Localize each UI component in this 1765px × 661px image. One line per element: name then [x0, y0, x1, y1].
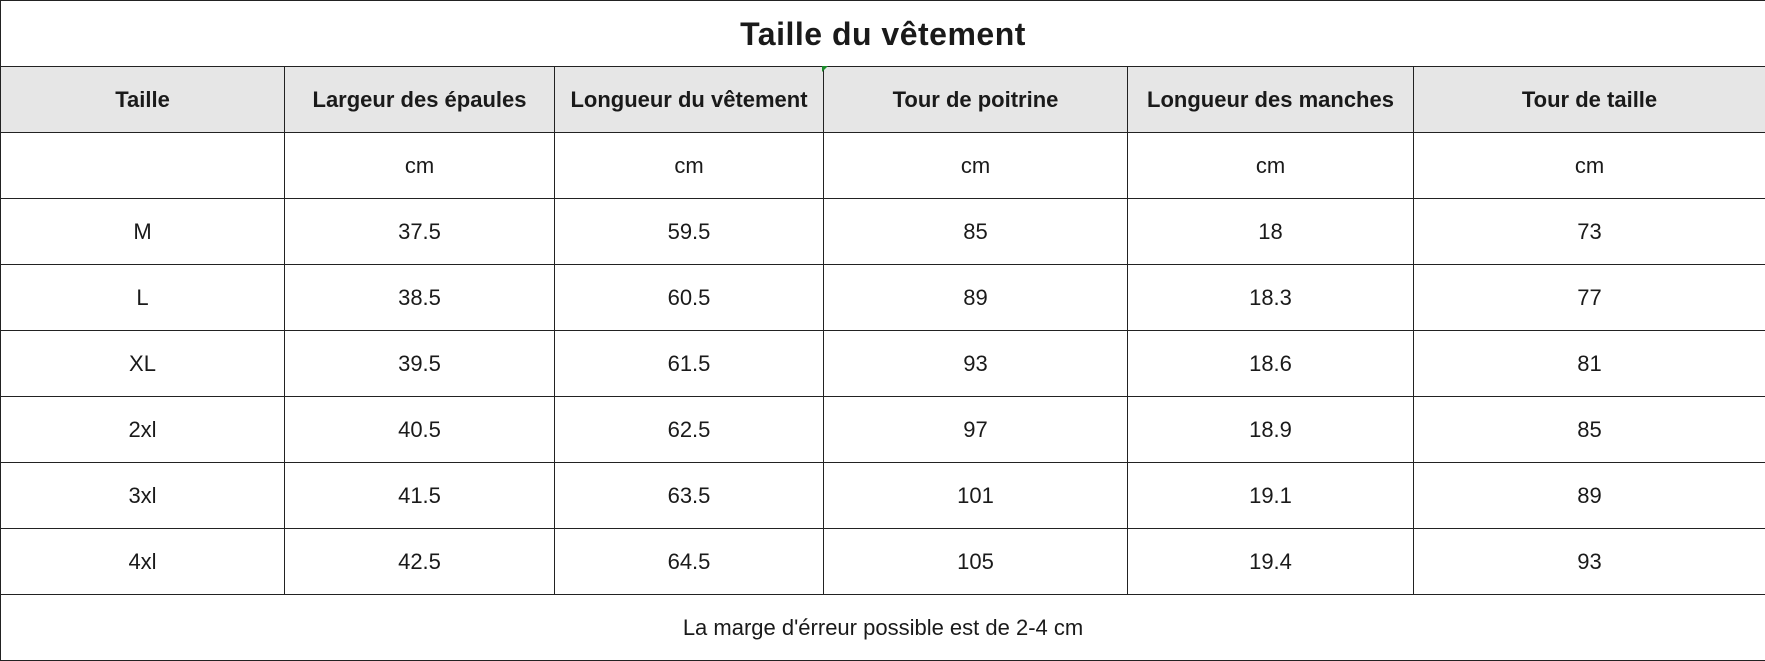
header-row: Taille Largeur des épaules Longueur du v…: [0, 66, 1765, 133]
unit-row: cm cm cm cm cm: [0, 132, 1765, 199]
size-label-cell: L: [0, 264, 285, 331]
footer-row: La marge d'érreur possible est de 2-4 cm: [0, 594, 1765, 661]
table-cell: 85: [823, 198, 1128, 265]
table-cell: 101: [823, 462, 1128, 529]
table-cell: 93: [1412, 528, 1765, 595]
header-cell-tour-poitrine: Tour de poitrine: [823, 66, 1128, 133]
size-label-cell: M: [0, 198, 285, 265]
table-cell: 93: [823, 330, 1128, 397]
table-cell: 89: [1412, 462, 1765, 529]
cell-comment-marker-icon: [822, 66, 828, 72]
size-label-cell: 2xl: [0, 396, 285, 463]
table-cell: 63.5: [554, 462, 824, 529]
table-cell: 18.3: [1127, 264, 1414, 331]
unit-cell: cm: [1412, 132, 1765, 199]
table-cell: 89: [823, 264, 1128, 331]
table-cell: 18: [1127, 198, 1414, 265]
table-row: XL 39.5 61.5 93 18.6 81: [0, 330, 1765, 397]
table-cell: 42.5: [284, 528, 555, 595]
unit-cell: cm: [823, 132, 1128, 199]
table-cell: 39.5: [284, 330, 555, 397]
unit-cell: cm: [554, 132, 824, 199]
table-cell: 77: [1412, 264, 1765, 331]
table-cell: 18.9: [1127, 396, 1414, 463]
table-cell: 64.5: [554, 528, 824, 595]
size-label-cell: 4xl: [0, 528, 285, 595]
table-cell: 60.5: [554, 264, 824, 331]
table-cell: 41.5: [284, 462, 555, 529]
table-row: 2xl 40.5 62.5 97 18.9 85: [0, 396, 1765, 463]
table-cell: 18.6: [1127, 330, 1414, 397]
table-cell: 19.1: [1127, 462, 1414, 529]
header-cell-longueur-vetement: Longueur du vêtement: [554, 66, 824, 133]
table-cell: 19.4: [1127, 528, 1414, 595]
unit-cell: [0, 132, 285, 199]
table-row: 3xl 41.5 63.5 101 19.1 89: [0, 462, 1765, 529]
table-title: Taille du vêtement: [0, 0, 1765, 67]
table-cell: 61.5: [554, 330, 824, 397]
table-cell: 81: [1412, 330, 1765, 397]
unit-cell: cm: [284, 132, 555, 199]
header-cell-largeur-epaules: Largeur des épaules: [284, 66, 555, 133]
header-cell-longueur-manches: Longueur des manches: [1127, 66, 1414, 133]
title-row: Taille du vêtement: [0, 0, 1765, 67]
size-label-cell: XL: [0, 330, 285, 397]
unit-cell: cm: [1127, 132, 1414, 199]
table-row: M 37.5 59.5 85 18 73: [0, 198, 1765, 265]
error-margin-note: La marge d'érreur possible est de 2-4 cm: [0, 594, 1765, 661]
table-row: L 38.5 60.5 89 18.3 77: [0, 264, 1765, 331]
header-cell-taille: Taille: [0, 66, 285, 133]
table-cell: 105: [823, 528, 1128, 595]
table-cell: 97: [823, 396, 1128, 463]
size-label-cell: 3xl: [0, 462, 285, 529]
table-cell: 85: [1412, 396, 1765, 463]
table-cell: 38.5: [284, 264, 555, 331]
table-cell: 59.5: [554, 198, 824, 265]
table-cell: 37.5: [284, 198, 555, 265]
header-cell-tour-taille: Tour de taille: [1412, 66, 1765, 133]
table-row: 4xl 42.5 64.5 105 19.4 93: [0, 528, 1765, 595]
table-cell: 73: [1412, 198, 1765, 265]
table-cell: 62.5: [554, 396, 824, 463]
table-cell: 40.5: [284, 396, 555, 463]
